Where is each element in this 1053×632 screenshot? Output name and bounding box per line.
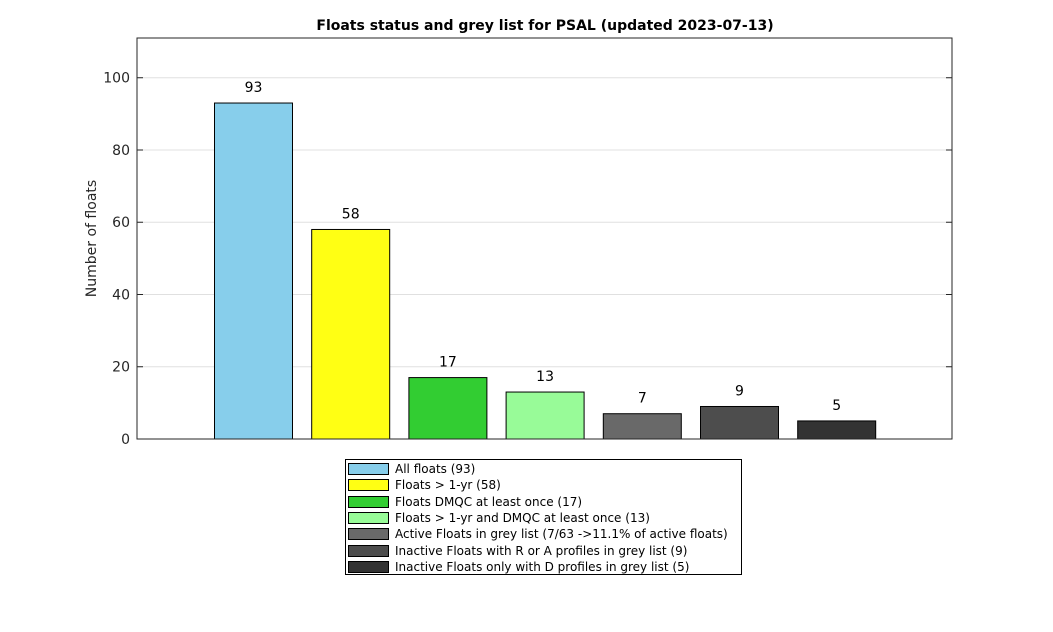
legend-item: Inactive Floats only with D profiles in … (348, 559, 741, 575)
legend-swatch (348, 544, 389, 557)
bar (602, 413, 682, 440)
legend-swatch (348, 479, 389, 492)
bar-value-label: 9 (735, 383, 744, 399)
y-tick-label: 0 (121, 432, 130, 448)
bar-value-label: 93 (245, 80, 263, 96)
y-axis-ticks: 0 20 40 60 80 100 (103, 71, 952, 448)
y-tick-label: 80 (112, 143, 130, 159)
legend-swatch (348, 495, 389, 508)
bar-value-label: 58 (342, 206, 360, 222)
legend-label: Floats > 1-yr (58) (395, 478, 501, 493)
y-tick-label: 40 (112, 287, 130, 303)
legend-label: Inactive Floats only with D profiles in … (395, 559, 690, 574)
axes-box (136, 37, 953, 440)
bar (311, 228, 391, 440)
y-tick-label: 20 (112, 360, 130, 376)
legend-swatch (348, 512, 389, 525)
bar (408, 377, 488, 440)
legend-swatch (348, 463, 389, 476)
legend-label: Active Floats in grey list (7/63 ->11.1%… (395, 527, 728, 542)
chart-title: Floats status and grey list for PSAL (up… (316, 18, 773, 34)
bar (797, 420, 877, 440)
legend-swatch (348, 560, 389, 573)
bar (700, 405, 779, 440)
legend-item: Inactive Floats with R or A profiles in … (348, 542, 741, 558)
bar-value-label: 5 (832, 398, 841, 414)
legend-item: Active Floats in grey list (7/63 ->11.1%… (348, 526, 741, 542)
legend-item: Floats > 1-yr and DMQC at least once (13… (348, 510, 741, 526)
legend-label: Floats DMQC at least once (17) (395, 494, 583, 509)
legend-item: Floats > 1-yr (58) (348, 477, 741, 493)
legend-label: Inactive Floats with R or A profiles in … (395, 543, 688, 558)
legend-label: Floats > 1-yr and DMQC at least once (13… (395, 511, 650, 526)
grid (137, 77, 952, 368)
legend: All floats (93) Floats > 1-yr (58) Floats … (345, 459, 742, 575)
y-axis-label: Number of floats (84, 180, 100, 297)
bar-value-label: 7 (638, 391, 647, 407)
bar (505, 391, 585, 440)
legend-label: All floats (93) (395, 462, 476, 477)
bar-value-label: 13 (536, 369, 554, 385)
bar (214, 102, 293, 440)
legend-item: All floats (93) (348, 461, 741, 477)
y-tick-label: 60 (112, 215, 130, 231)
legend-item: Floats DMQC at least once (17) (348, 494, 741, 510)
legend-swatch (348, 528, 389, 541)
bar-value-label: 17 (439, 355, 457, 371)
bars: 93 58 17 13 7 9 5 (214, 80, 877, 440)
y-tick-label: 100 (103, 71, 130, 87)
